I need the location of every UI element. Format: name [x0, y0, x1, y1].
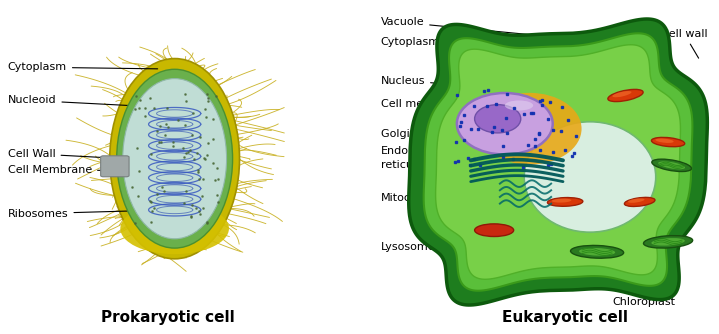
Text: Endoplasmic: Endoplasmic [380, 146, 485, 157]
Text: Cell membrane: Cell membrane [380, 99, 470, 111]
Text: Lysosome: Lysosome [380, 242, 491, 253]
Text: Cytoplasm: Cytoplasm [380, 37, 559, 52]
Ellipse shape [116, 69, 232, 248]
Ellipse shape [624, 197, 655, 206]
Ellipse shape [644, 235, 692, 248]
Ellipse shape [123, 78, 226, 239]
Ellipse shape [651, 137, 684, 147]
Ellipse shape [524, 122, 656, 232]
Text: Cell wall: Cell wall [661, 29, 707, 58]
Ellipse shape [505, 101, 533, 111]
Ellipse shape [628, 198, 644, 203]
Text: Ribosomes: Ribosomes [8, 208, 154, 218]
Ellipse shape [475, 224, 513, 236]
Text: Vacuole: Vacuole [380, 17, 538, 35]
Ellipse shape [613, 91, 631, 97]
Text: Prokaryotic cell: Prokaryotic cell [101, 310, 234, 325]
Ellipse shape [652, 159, 692, 172]
Text: Chloroplast: Chloroplast [613, 284, 676, 307]
Ellipse shape [552, 199, 572, 203]
Ellipse shape [651, 238, 684, 245]
Polygon shape [423, 33, 692, 291]
Ellipse shape [571, 245, 623, 258]
Ellipse shape [608, 90, 643, 102]
Text: Cytoplasm: Cytoplasm [8, 62, 157, 72]
Polygon shape [436, 45, 680, 279]
Text: Cell Wall: Cell Wall [8, 149, 122, 159]
Ellipse shape [110, 58, 239, 259]
Text: Nucleus: Nucleus [380, 75, 463, 86]
Text: reticulum: reticulum [380, 160, 434, 170]
Ellipse shape [457, 93, 553, 155]
Text: Nucleoid: Nucleoid [8, 96, 157, 107]
Polygon shape [408, 19, 707, 305]
Ellipse shape [475, 105, 521, 133]
Ellipse shape [656, 139, 674, 143]
Text: Eukaryotic cell: Eukaryotic cell [502, 310, 628, 325]
Ellipse shape [547, 197, 583, 206]
Text: Golgi apparatus: Golgi apparatus [380, 129, 485, 142]
Ellipse shape [579, 248, 615, 256]
FancyBboxPatch shape [101, 156, 129, 177]
Ellipse shape [120, 203, 229, 254]
Text: Mitochondrion: Mitochondrion [380, 193, 546, 203]
Ellipse shape [658, 161, 685, 169]
Text: Cell Membrane: Cell Membrane [8, 165, 129, 175]
Ellipse shape [477, 93, 582, 165]
